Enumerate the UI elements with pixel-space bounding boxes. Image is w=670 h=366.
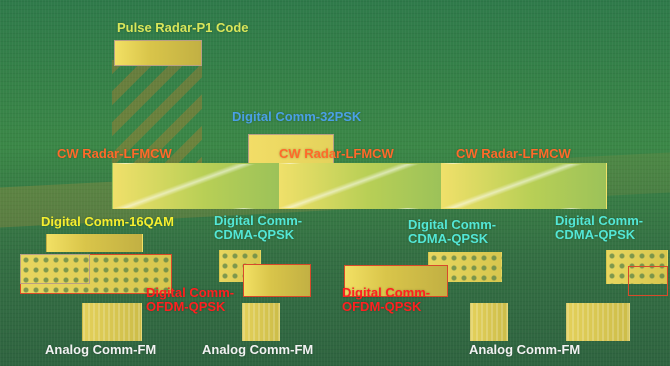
ofdm-box-2 (344, 265, 448, 297)
pulse-radar-label: Pulse Radar-P1 Code (117, 20, 249, 35)
cdma-label-2: Digital Comm- CDMA-QPSK (408, 217, 497, 246)
cw-radar-block-2 (278, 163, 442, 209)
fm-label-3: Analog Comm-FM (469, 342, 581, 357)
ofdm-label-2: Digital Comm- OFDM-QPSK (342, 285, 431, 314)
fm-label-2: Analog Comm-FM (202, 342, 314, 357)
fm-box-1 (82, 303, 142, 341)
fm-label-1: Analog Comm-FM (45, 342, 157, 357)
digital-16qam-label: Digital Comm-16QAM (41, 214, 174, 229)
cw-radar-label-3: CW Radar-LFMCW (456, 146, 571, 161)
fm-box-2 (242, 303, 280, 341)
cw-radar-block-3 (440, 163, 607, 209)
left-cluster-box (20, 254, 172, 294)
cdma-box-3 (606, 250, 668, 284)
right-cluster-red (628, 266, 668, 296)
cw-radar-label-1: CW Radar-LFMCW (57, 146, 172, 161)
background-orange-column (112, 60, 202, 180)
fm-box-4 (566, 303, 630, 341)
digital-32psk-label: Digital Comm-32PSK (232, 109, 362, 124)
left-cluster-subbox (20, 254, 90, 284)
fm-box-3 (470, 303, 508, 341)
ofdm-label-1: Digital Comm- OFDM-QPSK (146, 285, 235, 314)
ofdm-box-1 (243, 264, 311, 297)
digital-32psk-box (248, 134, 334, 168)
cw-radar-block-1 (112, 163, 280, 209)
cdma-label-1: Digital Comm- CDMA-QPSK (214, 213, 303, 242)
pulse-radar-box (114, 40, 202, 66)
cdma-label-3: Digital Comm- CDMA-QPSK (555, 213, 644, 242)
digital-16qam-box (46, 234, 143, 252)
cw-radar-label-2: CW Radar-LFMCW (279, 146, 394, 161)
